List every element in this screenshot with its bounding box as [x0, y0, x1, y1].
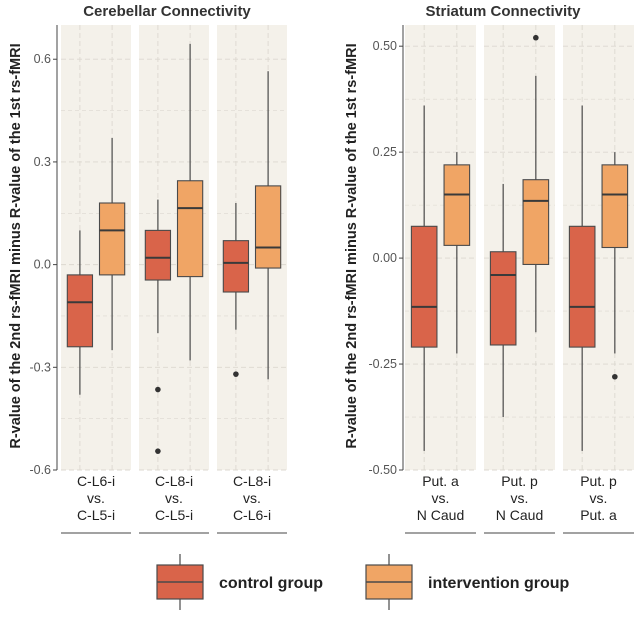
striatum-facet-3-label-line-1: Put. p: [580, 473, 617, 489]
cerebellar-facet-1-intervention-boxplot: [98, 137, 126, 351]
box-iqr: [98, 202, 126, 276]
outlier-point: [155, 448, 161, 454]
striatum-facet-2-intervention-boxplot: [522, 34, 550, 333]
striatum-facet-2-label-line-3: N Caud: [496, 507, 543, 523]
box-iqr: [144, 229, 172, 281]
cerebellar-facet-2-label-line-1: C-L8-i: [155, 473, 193, 489]
cerebellar-chart: Cerebellar Connectivity R-value of the 2…: [8, 3, 287, 534]
cerebellar-facet-1-label-line-3: C-L5-i: [77, 507, 115, 523]
cerebellar-y-tick-label: -0.6: [29, 463, 51, 477]
legend: control group intervention group: [156, 554, 570, 610]
striatum-facet-1-label-line-3: N Caud: [417, 507, 464, 523]
cerebellar-facet-3-label-line-1: C-L8-i: [233, 473, 271, 489]
cerebellar-facet-3-intervention-boxplot: [254, 71, 282, 380]
cerebellar-facet-2-control-boxplot: [144, 199, 172, 454]
cerebellar-facet-1-control-boxplot: [66, 230, 94, 395]
box-iqr: [254, 185, 282, 269]
striatum-facet-2-control-boxplot: [489, 183, 517, 418]
striatum-facet-3-intervention-boxplot: [601, 152, 629, 380]
legend-item-control: control group: [156, 554, 323, 610]
cerebellar-y-tick-label: -0.3: [29, 360, 51, 374]
box-iqr: [601, 164, 629, 249]
striatum-y-tick-label: 0.00: [373, 251, 397, 265]
legend-control-label: control group: [219, 575, 323, 592]
cerebellar-y-tick-label: 0.0: [34, 258, 51, 272]
legend-item-intervention: intervention group: [365, 554, 570, 610]
box-iqr: [410, 225, 438, 348]
striatum-y-tick-label: 0.50: [373, 39, 397, 53]
cerebellar-y-tick-label: 0.3: [34, 155, 51, 169]
box-iqr: [568, 225, 596, 348]
cerebellar-facet-2-label-line-2: vs.: [165, 490, 183, 506]
striatum-facet-3-label-line-3: Put. a: [580, 507, 617, 523]
striatum-y-tick-label: -0.50: [369, 463, 398, 477]
cerebellar-facet-1-label-line-1: C-L6-i: [77, 473, 115, 489]
box-iqr: [522, 179, 550, 266]
striatum-facet-2-label-line-1: Put. p: [501, 473, 538, 489]
cerebellar-facet-3-control-boxplot: [222, 203, 250, 377]
striatum-facet-1-intervention-boxplot: [443, 152, 471, 354]
striatum-y-tick-label: -0.25: [369, 357, 398, 371]
cerebellar-facet-2-label-line-3: C-L5-i: [155, 507, 193, 523]
cerebellar-facet-3-label-line-2: vs.: [243, 490, 261, 506]
cerebellar-facet-2-intervention-boxplot: [176, 43, 204, 361]
outlier-point: [233, 371, 239, 377]
striatum-chart: Striatum Connectivity R-value of the 2nd…: [344, 3, 634, 534]
striatum-facet-3-control-boxplot: [568, 105, 596, 451]
outlier-point: [612, 373, 618, 380]
box-iqr: [66, 274, 94, 348]
striatum-y-axis-label: R-value of the 2nd rs-fMRI minus R-value…: [344, 43, 360, 448]
outlier-point: [533, 34, 539, 41]
box-iqr: [222, 240, 250, 293]
striatum-facet-1-label-line-1: Put. a: [422, 473, 459, 489]
striatum-facet-1-label-line-2: vs.: [432, 490, 450, 506]
striatum-facet-3-label-line-2: vs.: [590, 490, 608, 506]
legend-intervention-label: intervention group: [428, 575, 570, 592]
cerebellar-chart-title: Cerebellar Connectivity: [83, 3, 251, 20]
cerebellar-y-axis-label: R-value of the 2nd rs-fMRI minus R-value…: [8, 43, 24, 448]
striatum-facet-2-label-line-2: vs.: [511, 490, 529, 506]
cerebellar-y-tick-label: 0.6: [34, 52, 51, 66]
outlier-point: [155, 386, 161, 393]
striatum-chart-title: Striatum Connectivity: [425, 3, 581, 20]
box-iqr: [176, 180, 204, 278]
striatum-facet-1-control-boxplot: [410, 105, 438, 451]
cerebellar-facet-3-label-line-3: C-L6-i: [233, 507, 271, 523]
cerebellar-facet-1-label-line-2: vs.: [87, 490, 105, 506]
striatum-y-tick-label: 0.25: [373, 145, 397, 159]
box-iqr: [443, 164, 471, 246]
box-iqr: [489, 251, 517, 346]
